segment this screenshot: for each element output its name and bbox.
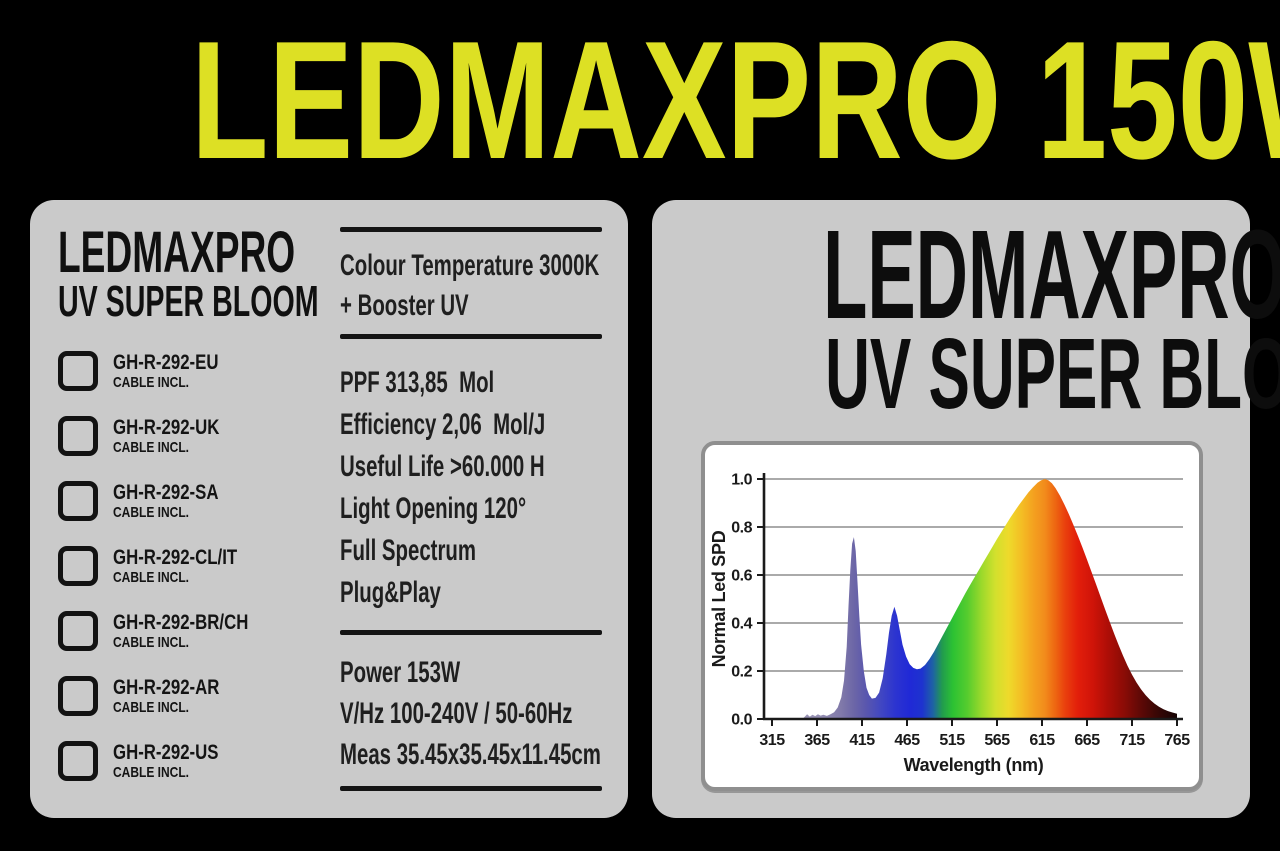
svg-text:465: 465 <box>894 732 920 749</box>
model-note: CABLE INCL. <box>113 764 189 781</box>
spec-line: Plug&Play <box>340 576 441 609</box>
left-product-name-line2: UV SUPER BLOOM <box>58 277 319 326</box>
product-options-panel: LEDMAXPRO UV SUPER BLOOM GH-R-292-EU CAB… <box>30 200 628 818</box>
spec-line: Meas 35.45x35.45x11.45cm <box>340 738 601 771</box>
model-note: CABLE INCL. <box>113 504 189 521</box>
model-row: GH-R-292-BR/CH CABLE INCL. <box>58 610 328 675</box>
left-product-name-line1: LEDMAXPRO <box>58 220 296 285</box>
svg-text:0.2: 0.2 <box>731 664 752 681</box>
model-checkbox <box>58 481 98 521</box>
model-row: GH-R-292-US CABLE INCL. <box>58 740 328 805</box>
svg-text:0.4: 0.4 <box>731 616 752 633</box>
model-code: GH-R-292-UK <box>113 416 220 439</box>
svg-text:0.6: 0.6 <box>731 568 752 585</box>
svg-text:565: 565 <box>984 732 1010 749</box>
model-row: GH-R-292-AR CABLE INCL. <box>58 675 328 740</box>
divider <box>340 227 602 232</box>
model-note: CABLE INCL. <box>113 374 189 391</box>
svg-text:515: 515 <box>939 732 965 749</box>
model-note: CABLE INCL. <box>113 569 189 586</box>
model-checkbox <box>58 676 98 716</box>
spectrum-panel: LEDMAXPRO UV SUPER BLOOM 0.0 0.2 0.4 0.6 0.8… <box>652 200 1280 818</box>
model-note: CABLE INCL. <box>113 634 189 651</box>
model-checkbox <box>58 416 98 456</box>
model-note: CABLE INCL. <box>113 439 189 456</box>
divider <box>340 630 602 635</box>
right-product-name-line1: LEDMAXPRO <box>823 204 1280 345</box>
svg-text:315: 315 <box>759 732 785 749</box>
model-code: GH-R-292-SA <box>113 481 219 504</box>
spd-chart-frame: 0.0 0.2 0.4 0.6 0.8 1.0 315 365 415 465 515 565 615 6… <box>701 441 1203 791</box>
svg-text:765: 765 <box>1164 732 1190 749</box>
model-list: GH-R-292-EU CABLE INCL. GH-R-292-UK CABL… <box>58 350 328 805</box>
model-note: CABLE INCL. <box>113 699 189 716</box>
spec-line: Light Opening 120° <box>340 492 527 525</box>
model-code: GH-R-292-EU <box>113 351 219 374</box>
svg-text:415: 415 <box>849 732 875 749</box>
svg-text:1.0: 1.0 <box>731 472 752 489</box>
page-title: LEDMAXPRO 150W <box>190 6 1280 194</box>
spec-line: Useful Life >60.000 H <box>340 450 545 483</box>
model-checkbox <box>58 611 98 651</box>
model-row: GH-R-292-UK CABLE INCL. <box>58 415 328 480</box>
model-checkbox <box>58 546 98 586</box>
model-code: GH-R-292-BR/CH <box>113 611 249 634</box>
model-code: GH-R-292-AR <box>113 676 220 699</box>
header: LEDMAXPRO 150W <box>0 0 1280 200</box>
spec-line: Efficiency 2,06 Mol/J <box>340 408 546 441</box>
model-row: GH-R-292-EU CABLE INCL. <box>58 350 328 415</box>
svg-text:Normal Led SPD: Normal Led SPD <box>709 530 729 667</box>
spec-line: V/Hz 100-240V / 50-60Hz <box>340 697 573 730</box>
svg-text:0.0: 0.0 <box>731 712 752 729</box>
divider <box>340 334 602 339</box>
right-product-name-line2: UV SUPER BLOOM <box>825 318 1280 430</box>
power-spec-list: Power 153W V/Hz 100-240V / 50-60Hz Meas … <box>340 652 724 775</box>
model-row: GH-R-292-CL/IT CABLE INCL. <box>58 545 328 610</box>
model-checkbox <box>58 351 98 391</box>
svg-text:615: 615 <box>1029 732 1055 749</box>
spec-line: PPF 313,85 Mol <box>340 366 495 399</box>
spec-line: Full Spectrum <box>340 534 477 567</box>
svg-text:Wavelength (nm): Wavelength (nm) <box>904 755 1044 775</box>
svg-text:665: 665 <box>1074 732 1100 749</box>
model-code: GH-R-292-CL/IT <box>113 546 238 569</box>
svg-text:365: 365 <box>804 732 830 749</box>
spec-list: PPF 313,85 Mol Efficiency 2,06 Mol/J Use… <box>340 362 642 614</box>
model-checkbox <box>58 741 98 781</box>
spec-line: Power 153W <box>340 656 461 689</box>
divider <box>340 786 602 791</box>
svg-text:0.8: 0.8 <box>731 520 752 537</box>
model-row: GH-R-292-SA CABLE INCL. <box>58 480 328 545</box>
model-code: GH-R-292-US <box>113 741 219 764</box>
svg-text:715: 715 <box>1119 732 1145 749</box>
spd-chart: 0.0 0.2 0.4 0.6 0.8 1.0 315 365 415 465 515 565 615 6… <box>709 472 1191 776</box>
spec-header: Colour Temperature 3000K + Booster UV <box>340 249 600 322</box>
